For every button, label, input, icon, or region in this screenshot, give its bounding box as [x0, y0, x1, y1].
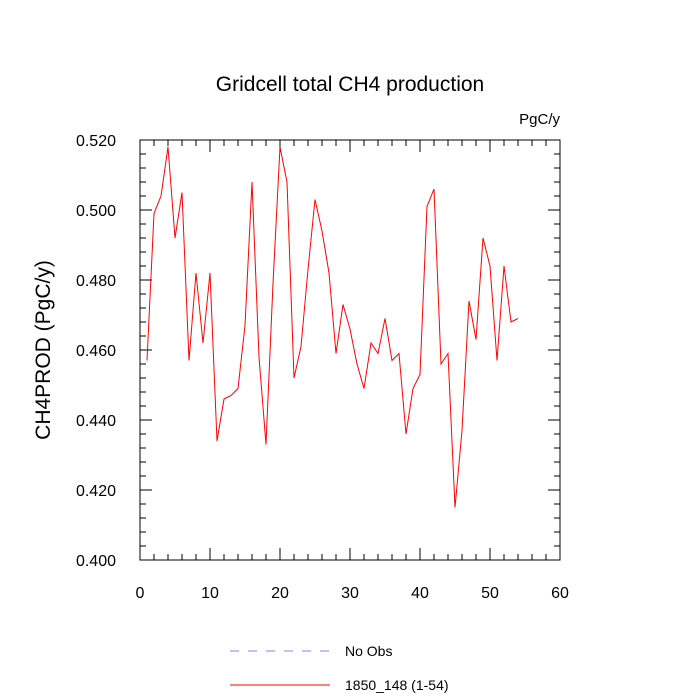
x-tick-label: 10 [201, 585, 219, 602]
y-axis-label: CH4PROD (PgC/y) [32, 260, 55, 440]
y-tick-label: 0.520 [76, 133, 116, 150]
chart-title: Gridcell total CH4 production [216, 73, 484, 96]
y-tick-label: 0.460 [76, 343, 116, 360]
x-tick-label: 60 [551, 585, 569, 602]
units-label: PgC/y [519, 111, 560, 128]
y-tick-label: 0.440 [76, 413, 116, 430]
plot-frame [139, 139, 561, 561]
y-tick-label: 0.420 [76, 483, 116, 500]
x-axis: 0 10 20 30 40 50 60 [136, 140, 569, 602]
y-tick-label: 0.480 [76, 273, 116, 290]
y-tick-label: 0.400 [76, 553, 116, 570]
x-tick-label: 30 [341, 585, 359, 602]
x-tick-label: 50 [481, 585, 499, 602]
legend: No Obs 1850_148 (1-54) [230, 643, 449, 693]
legend-label-no-obs: No Obs [345, 643, 392, 659]
series-line-1850-148-1-54 [146, 146, 519, 508]
x-tick-label: 20 [271, 585, 289, 602]
y-tick-label: 0.500 [76, 203, 116, 220]
y-axis: 0.400 0.420 0.440 0.460 0.480 0.500 0.520 [76, 133, 560, 570]
x-tick-label: 0 [136, 585, 145, 602]
plot-series [146, 146, 519, 508]
legend-label-1850-148: 1850_148 (1-54) [345, 677, 449, 693]
x-tick-label: 40 [411, 585, 429, 602]
